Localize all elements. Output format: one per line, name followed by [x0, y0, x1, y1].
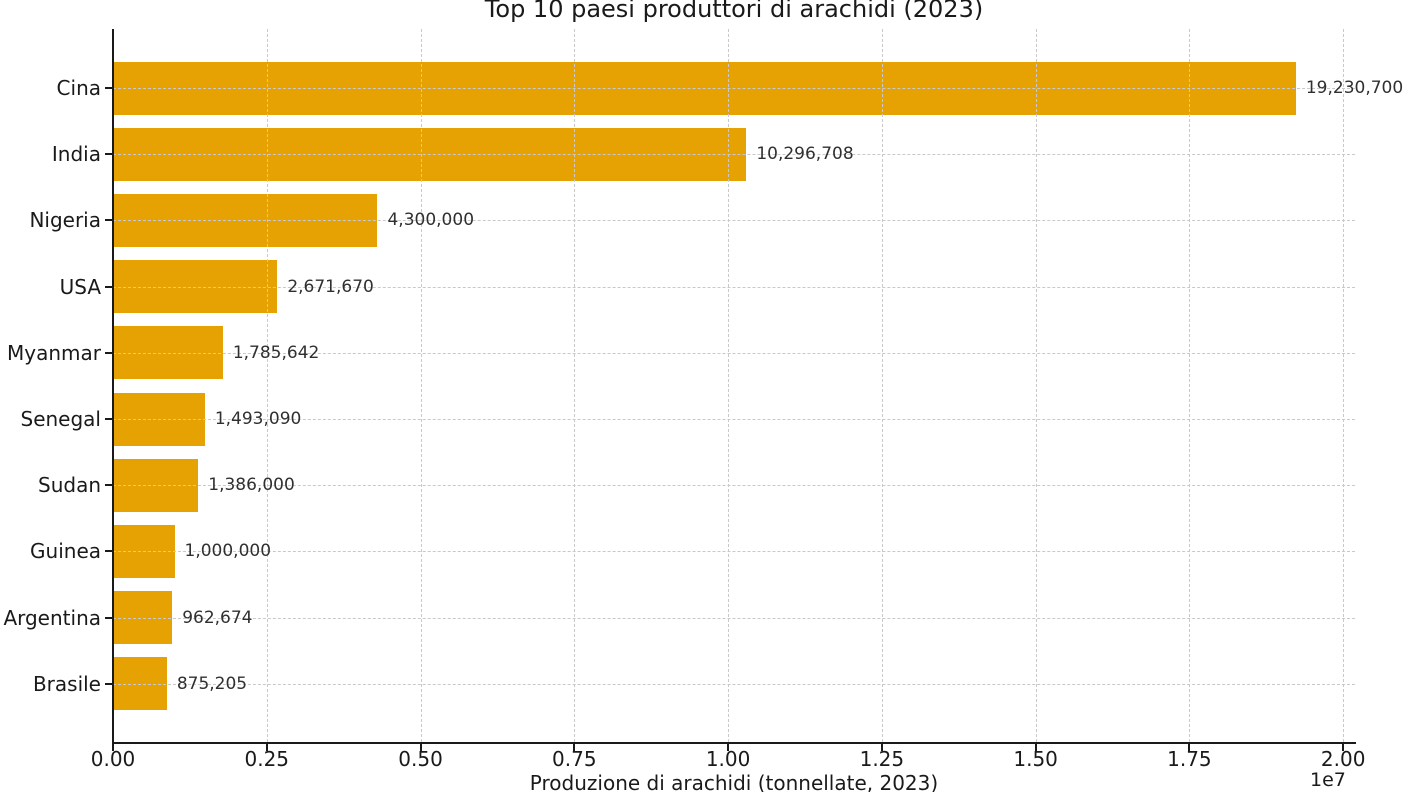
gridline-y	[113, 485, 1355, 487]
gridline-y	[113, 419, 1355, 420]
x-tick-label: 0.50	[398, 747, 443, 771]
y-tick-label: Myanmar	[7, 340, 101, 365]
x-tick-label: 1.00	[705, 747, 751, 771]
y-tick-mark	[105, 616, 113, 619]
gridline-y	[113, 551, 1355, 553]
gridline-y	[113, 352, 1355, 354]
gridline-y	[113, 286, 1355, 288]
gridline-x	[1189, 29, 1191, 742]
bar-value-label: 1,785,642	[232, 342, 320, 363]
bar-value-label: 19,230,700	[1305, 78, 1404, 98]
gridline-y	[113, 220, 1355, 222]
x-tick-mark	[573, 744, 576, 751]
bar-value-label: 962,674	[182, 607, 253, 628]
bar-value-label: 1,000,000	[184, 541, 272, 562]
gridline-y	[113, 617, 1355, 619]
gridline-y	[113, 88, 1355, 89]
bar-value-label: 2,671,670	[287, 276, 374, 297]
y-axis-spine	[112, 29, 114, 744]
x-tick-mark	[265, 744, 268, 751]
x-tick-mark	[727, 744, 730, 751]
x-tick-label: 2.00	[1320, 747, 1366, 771]
gridline-x	[1035, 29, 1037, 742]
x-tick-mark	[1342, 744, 1345, 751]
y-tick-mark	[105, 153, 113, 156]
bar-value-label: 10,296,708	[756, 144, 854, 165]
gridline-y	[113, 683, 1355, 685]
x-tick-label: 0.25	[244, 747, 290, 771]
gridline-x	[1343, 29, 1345, 742]
y-tick-mark	[105, 418, 113, 420]
gridline-x	[574, 29, 576, 742]
y-tick-label: Argentina	[3, 605, 101, 630]
y-tick-label: Brasile	[32, 671, 101, 696]
x-tick-label: 1.50	[1013, 747, 1058, 771]
y-tick-label: Cina	[56, 76, 101, 100]
x-tick-mark	[1188, 744, 1191, 751]
y-tick-mark	[105, 550, 113, 553]
y-tick-label: Guinea	[30, 539, 101, 564]
y-tick-mark	[105, 682, 113, 685]
y-tick-label: India	[51, 142, 101, 167]
x-tick-mark	[112, 744, 114, 751]
plot-area: 19,230,700 10,296,708 4,300,000 2,671,670 1,…	[113, 29, 1403, 742]
y-tick-label: USA	[59, 274, 101, 299]
y-tick-mark	[105, 484, 113, 487]
y-tick-mark	[105, 351, 113, 354]
axis-offset-text: 1e7	[1310, 769, 1346, 791]
y-tick-label: Nigeria	[29, 208, 101, 233]
gridline-x	[728, 29, 730, 742]
bar-value-label: 1,493,090	[214, 409, 302, 429]
gridline-x	[420, 29, 422, 742]
y-tick-label: Senegal	[20, 407, 102, 431]
y-tick-mark	[105, 285, 113, 288]
x-axis-label: Produzione di arachidi (tonnellate, 2023…	[529, 771, 939, 792]
gridline-y	[113, 154, 1355, 156]
x-tick-mark	[419, 744, 422, 751]
bar-value-label: 875,205	[176, 673, 248, 694]
bar-value-label: 1,386,000	[208, 475, 295, 496]
x-tick-mark	[880, 744, 883, 751]
x-tick-label: 1.25	[859, 747, 905, 771]
gridline-x	[266, 29, 268, 742]
bar-value-label: 4,300,000	[387, 210, 475, 231]
x-tick-label: 0.00	[90, 747, 136, 771]
x-tick-label: 0.75	[552, 747, 597, 771]
y-tick-label: Sudan	[38, 473, 101, 498]
y-tick-mark	[105, 219, 113, 222]
gridline-x	[881, 29, 883, 742]
x-tick-label: 1.75	[1167, 747, 1212, 771]
chart-title: Top 10 paesi produttori di arachidi (202…	[484, 0, 984, 23]
x-axis-spine	[112, 742, 1356, 744]
y-tick-mark	[105, 87, 113, 89]
x-tick-mark	[1034, 744, 1037, 751]
